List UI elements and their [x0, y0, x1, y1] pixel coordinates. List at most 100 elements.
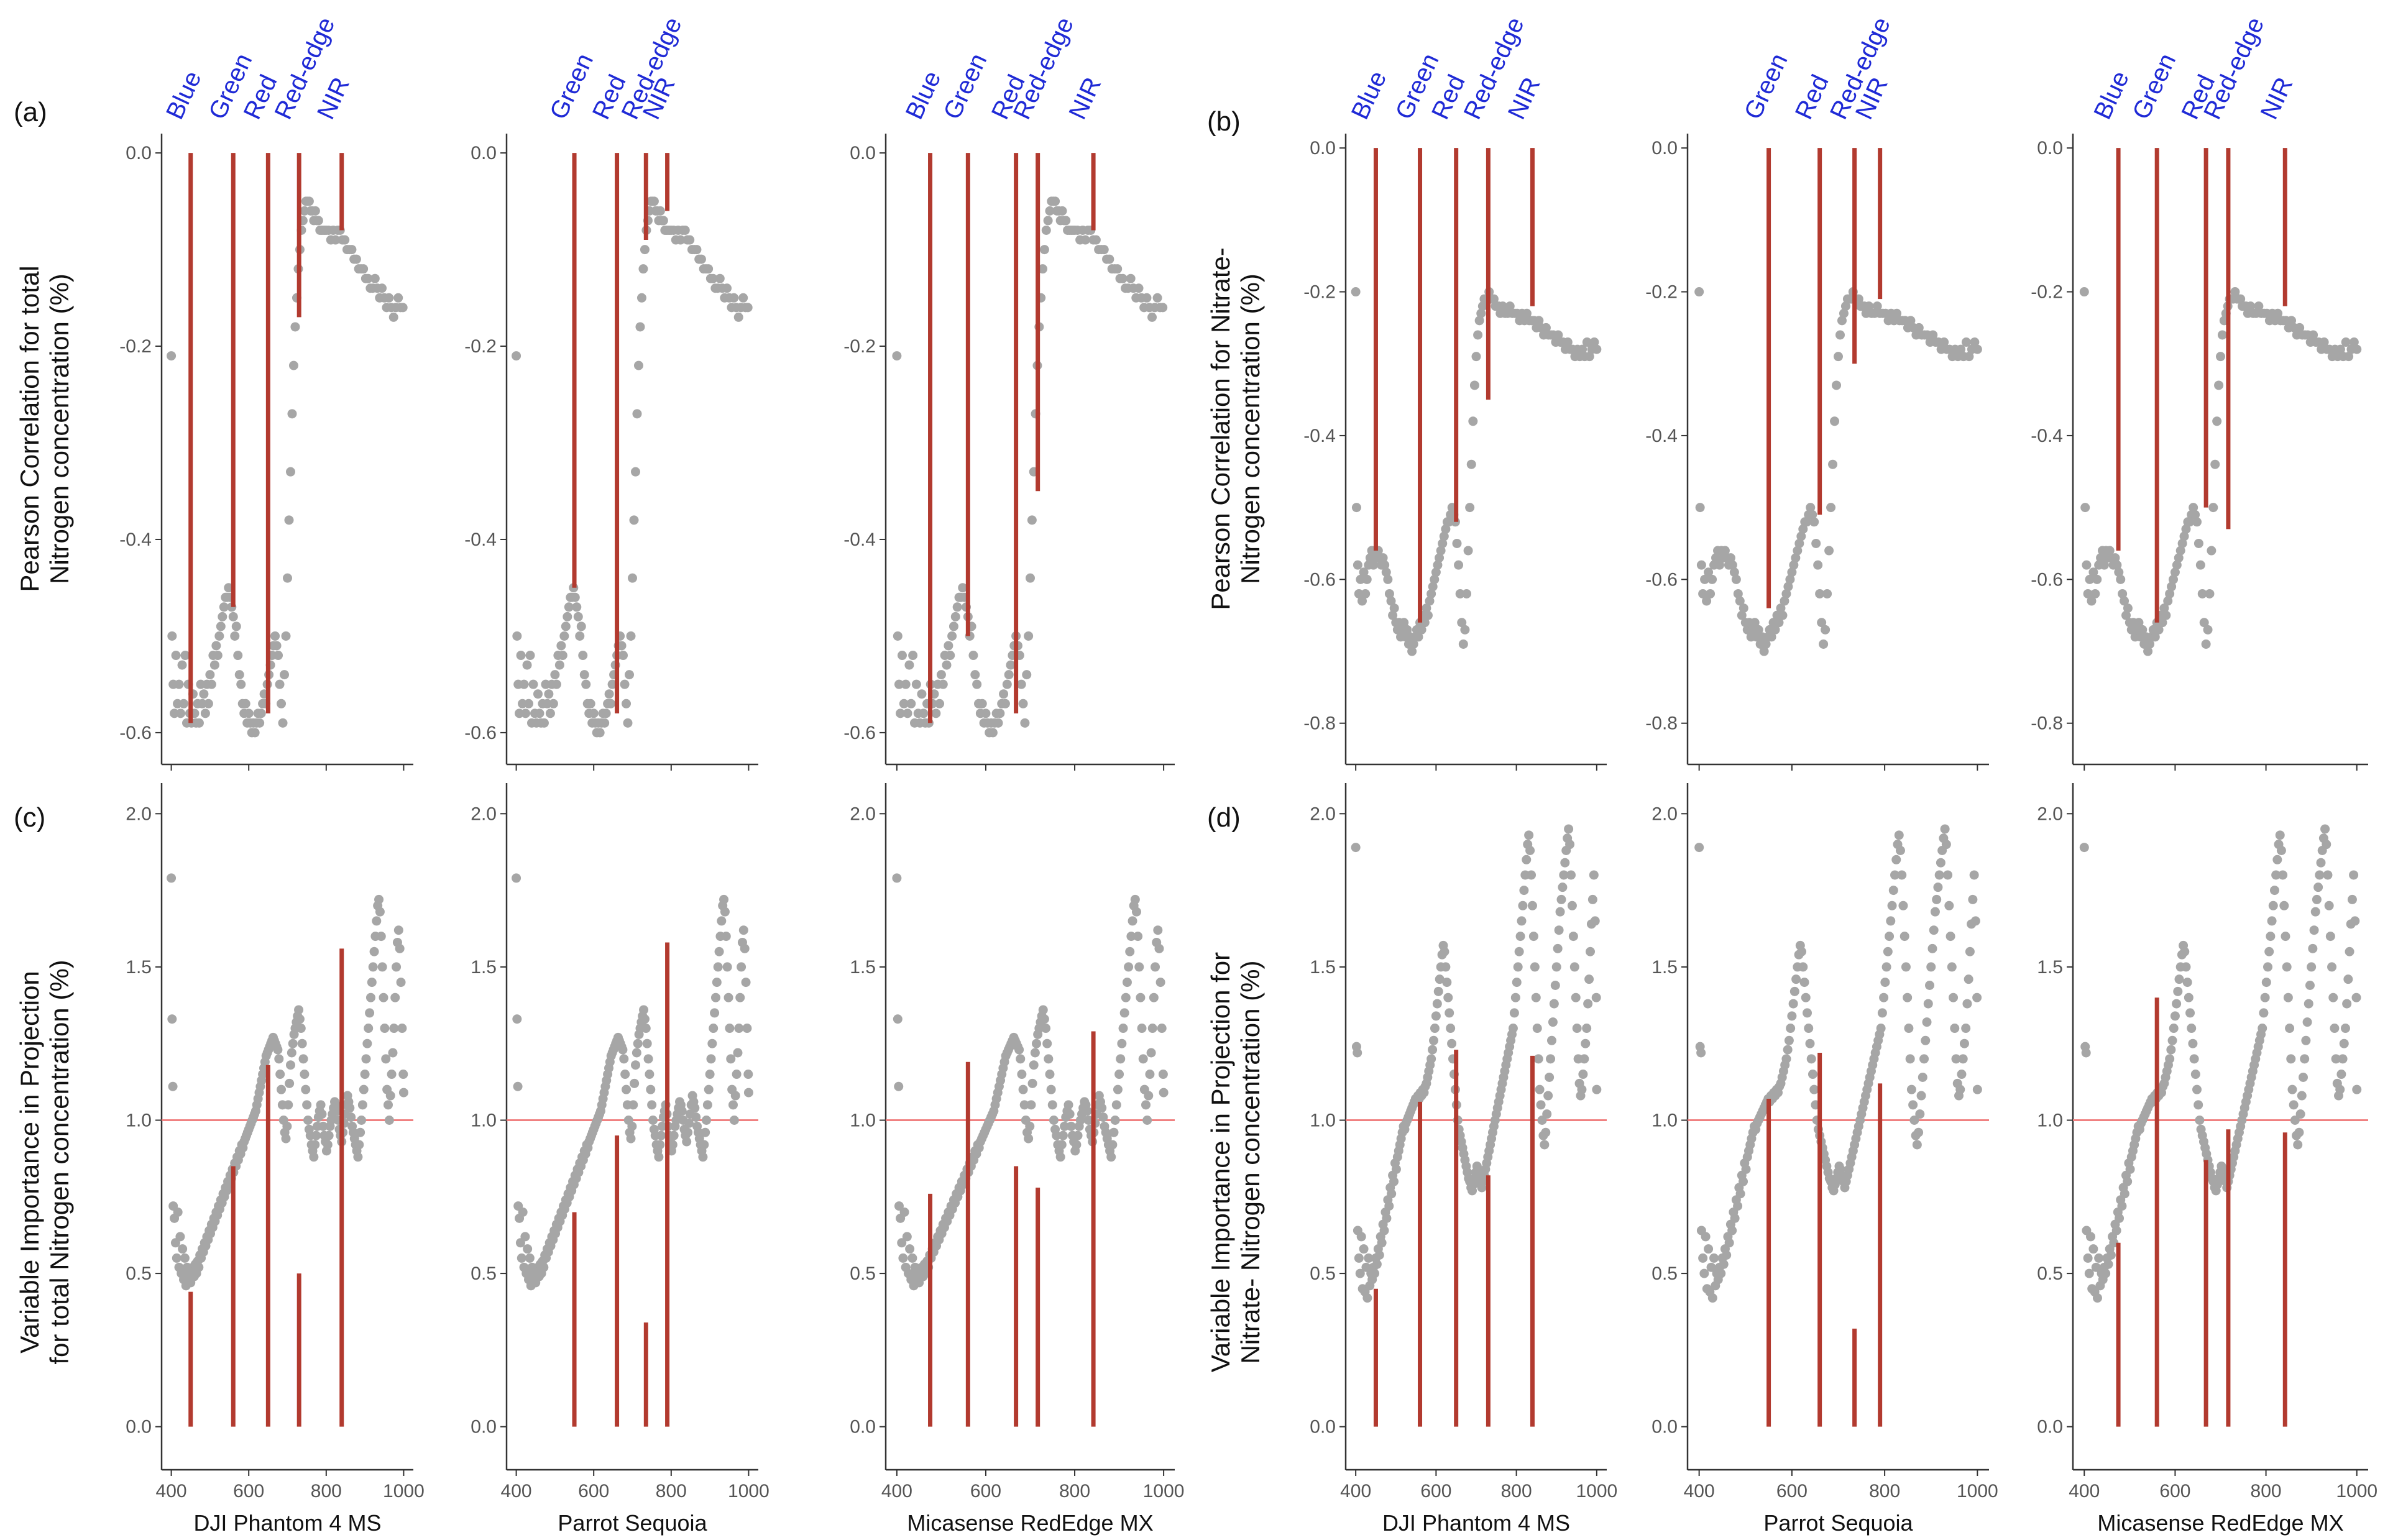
spectrum-point — [369, 946, 379, 956]
spectrum-point — [1696, 1048, 1706, 1058]
spectrum-point — [706, 1054, 716, 1064]
spectrum-point — [1505, 301, 1515, 311]
spectrum-point — [702, 1116, 712, 1125]
x-axis-title: DJI Phantom 4 MS — [193, 1510, 381, 1536]
spectrum-point — [2339, 1038, 2349, 1048]
spectrum-point — [638, 264, 648, 274]
spectrum-point — [1018, 699, 1028, 708]
spectrum-point — [898, 1253, 908, 1263]
spectrum-point — [1766, 632, 1776, 642]
spectrum-point — [1961, 1024, 1971, 1034]
spectrum-point — [1719, 1259, 1729, 1269]
spectrum-point — [1158, 1070, 1168, 1079]
spectrum-point — [356, 1127, 365, 1137]
spectrum-point — [988, 728, 998, 738]
spectrum-point — [1707, 1293, 1717, 1303]
spectrum-point — [393, 293, 403, 303]
spectrum-point — [633, 360, 643, 370]
y-tick-label: 0.0 — [2037, 138, 2063, 158]
spectrum-point — [179, 699, 189, 708]
spectrum-point — [2275, 830, 2285, 840]
spectrum-point — [1387, 1189, 1397, 1199]
spectrum-point — [1972, 992, 1982, 1002]
spectrum-point — [1905, 1054, 1915, 1064]
spectrum-point — [176, 708, 186, 718]
x-tick-label: 600 — [2159, 1481, 2190, 1501]
spectrum-point — [2324, 901, 2334, 910]
spectrum-point — [1134, 283, 1144, 293]
spectrum-point — [1145, 1070, 1155, 1079]
spectrum-point — [1353, 560, 1362, 570]
spectrum-point — [575, 631, 585, 641]
spectrum-point — [1919, 1054, 1929, 1064]
spectrum-point — [704, 264, 714, 274]
spectrum-point — [228, 612, 238, 621]
spectrum-point — [1946, 932, 1955, 942]
spectrum-point — [1587, 894, 1597, 904]
spectrum-point — [1556, 894, 1566, 904]
spectrum-point — [1731, 574, 1741, 584]
spectrum-point — [1939, 337, 1949, 347]
spectrum-point — [1788, 999, 1798, 1009]
spectrum-point — [1901, 962, 1911, 972]
spectrum-point — [619, 1054, 629, 1064]
spectrum-point — [275, 679, 285, 689]
spectrum-point — [1043, 216, 1053, 226]
spectrum-point — [725, 1024, 735, 1034]
spectrum-point — [1761, 639, 1771, 649]
spectrum-point — [1014, 1045, 1024, 1055]
spectrum-point — [524, 699, 534, 708]
spectrum-point — [194, 1262, 204, 1272]
spectrum-point — [995, 708, 1005, 718]
spectrum-point — [535, 708, 544, 718]
spectrum-point — [218, 612, 227, 621]
spectrum-point — [1441, 962, 1451, 972]
spectrum-point — [1735, 596, 1745, 606]
spectrum-point — [2177, 538, 2187, 548]
spectrum-point — [1783, 1045, 1793, 1055]
spectrum-point — [2279, 901, 2289, 910]
spectrum-point — [1019, 1100, 1029, 1110]
spectrum-point — [1391, 1164, 1401, 1174]
x-tick-label: 600 — [578, 1481, 609, 1501]
spectrum-point — [377, 283, 387, 293]
spectrum-point — [2328, 992, 2338, 1002]
spectrum-point — [2197, 589, 2207, 598]
spectrum-point — [1727, 560, 1737, 570]
spectrum-point — [368, 962, 378, 972]
spectrum-point — [2182, 978, 2192, 988]
spectrum-point — [2110, 553, 2120, 563]
spectrum-point — [1706, 589, 1716, 598]
spectrum-point — [194, 718, 204, 728]
spectrum-point — [1739, 1176, 1748, 1186]
spectrum-point — [1026, 573, 1035, 583]
spectrum-point — [167, 351, 177, 361]
spectrum-point — [893, 1014, 903, 1024]
spectrum-point — [2088, 1244, 2098, 1254]
spectrum-point — [1720, 546, 1730, 556]
spectrum-point — [1955, 1084, 1965, 1094]
spectrum-point — [2319, 337, 2329, 347]
spectrum-point — [1024, 631, 1034, 641]
spectrum-point — [676, 235, 686, 245]
y-tick-label: 0.5 — [850, 1263, 876, 1284]
spectrum-point — [1117, 1038, 1127, 1048]
spectrum-point — [906, 699, 916, 708]
spectrum-point — [2294, 1127, 2304, 1137]
spectrum-point — [1891, 855, 1901, 864]
y-tick-label: 1.0 — [850, 1111, 876, 1131]
y-tick-label: 1.0 — [471, 1111, 497, 1131]
spectrum-point — [512, 1014, 522, 1024]
spectrum-point — [682, 1137, 692, 1147]
spectrum-point — [1474, 316, 1484, 326]
spectrum-point — [1133, 932, 1143, 942]
spectrum-point — [1442, 978, 1452, 988]
spectrum-point — [1886, 916, 1896, 926]
band-label-nir: NIR — [1503, 73, 1546, 124]
spectrum-point — [1361, 589, 1371, 598]
spectrum-point — [1113, 1084, 1123, 1094]
spectrum-point — [907, 1253, 917, 1263]
spectrum-point — [2330, 1024, 2340, 1034]
spectrum-point — [1509, 1008, 1519, 1018]
spectrum-point — [1879, 992, 1889, 1002]
